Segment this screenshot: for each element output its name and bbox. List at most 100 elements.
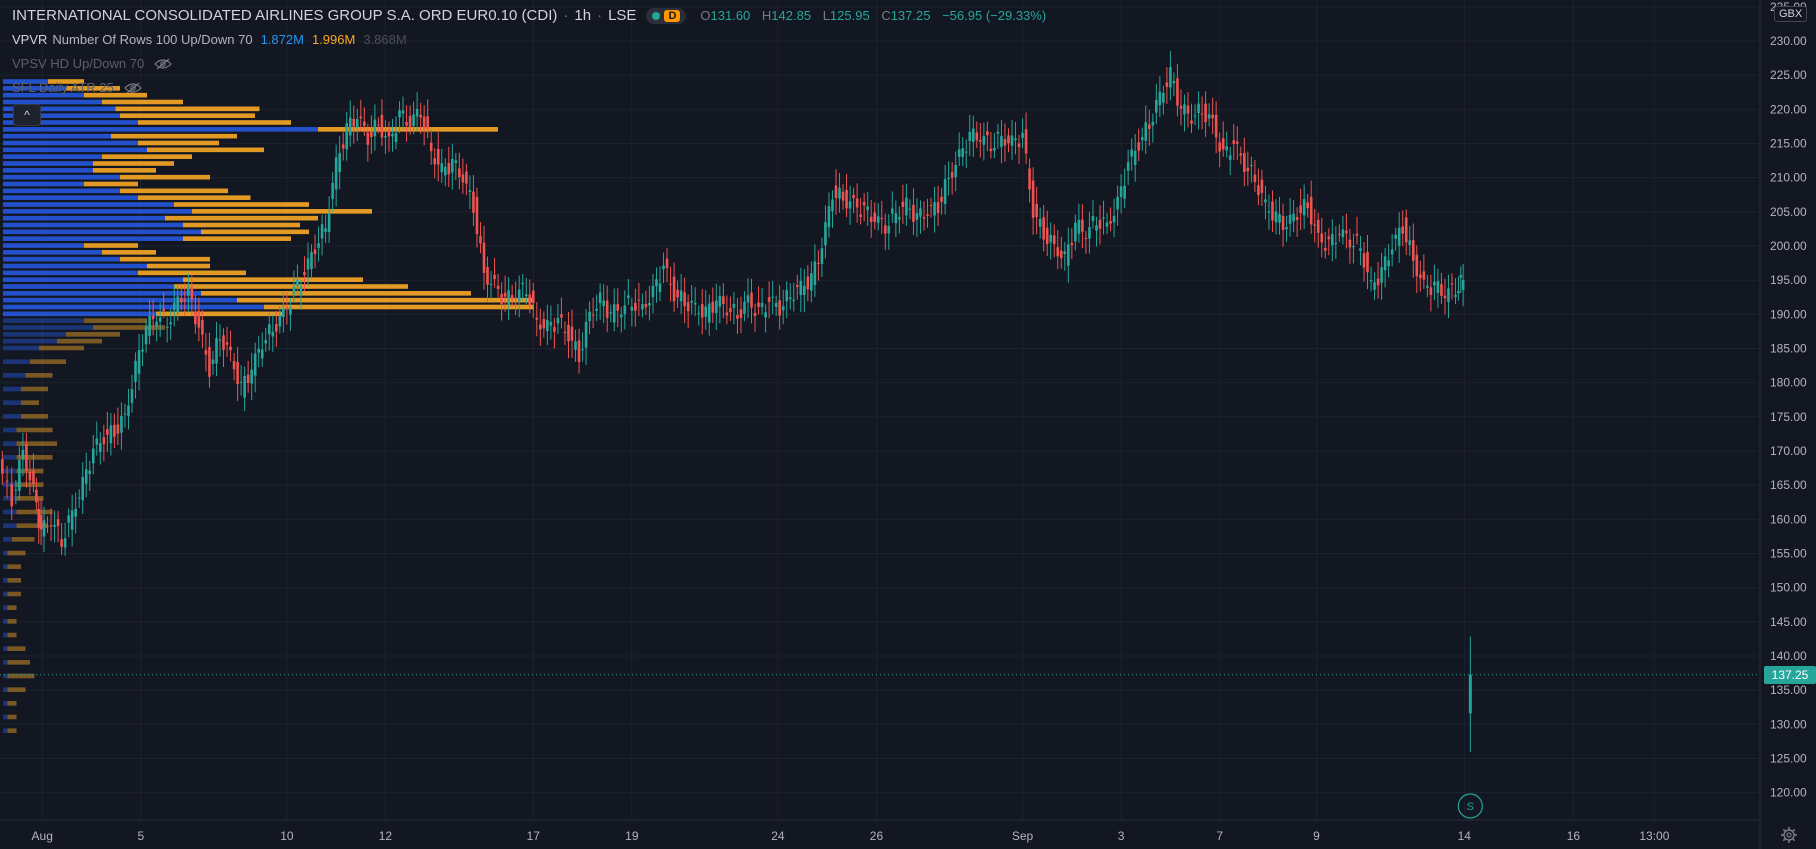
candle-body [1081, 219, 1084, 232]
candle-body [1320, 233, 1324, 243]
candle-body [898, 217, 901, 220]
candle-body [190, 286, 194, 300]
time-axis[interactable]: Aug 5 10 12 17 19 24 26 Sep 3 7 9 14 16 13:00 [0, 819, 1760, 843]
candle-body [436, 149, 440, 165]
volume-profile-up-bar [3, 455, 17, 460]
candle-body [778, 300, 781, 316]
chart-grid [0, 0, 1760, 820]
volume-up-value: 1.872M [260, 32, 304, 47]
candle-body [440, 163, 444, 173]
candle-body [894, 213, 898, 224]
candle-body [1285, 226, 1288, 230]
collapse-legend-button[interactable]: ^ [13, 104, 41, 126]
price-tick-label: 210.00 [1770, 171, 1807, 185]
candle-body [232, 361, 236, 370]
candle-body [264, 340, 268, 344]
indicator-vpvr[interactable]: VPVR Number Of Rows 100 Up/Down 70 1.872… [12, 32, 407, 47]
volume-profile-down-bar [12, 537, 35, 542]
candle-body [1390, 249, 1394, 255]
symbol-title[interactable]: INTERNATIONAL CONSOLIDATED AIRLINES GROU… [12, 7, 558, 24]
candle-body [475, 196, 479, 235]
candle-body [514, 298, 517, 300]
indicator-name[interactable]: VPVR [12, 32, 48, 47]
gear-icon[interactable] [1780, 826, 1798, 844]
candle-body [239, 381, 243, 383]
currency-badge[interactable]: GBX [1774, 6, 1808, 22]
candle-body [961, 148, 965, 157]
candle-body [229, 346, 232, 351]
volume-profile-down-bar [165, 215, 318, 221]
candle-body [81, 476, 85, 501]
time-tick-label: 24 [771, 829, 785, 843]
candle-body [1049, 234, 1053, 243]
candle-body [278, 316, 282, 327]
volume-profile-down-bar [93, 161, 174, 166]
volume-profile-down-bar [120, 113, 255, 118]
candle-body [1331, 233, 1334, 246]
hidden-eye-icon[interactable] [124, 82, 142, 94]
candle-body [570, 326, 574, 341]
candle-body [334, 157, 338, 190]
exchange-label[interactable]: LSE [608, 7, 637, 24]
session-marker[interactable]: S [1457, 793, 1483, 819]
candle-body [391, 133, 394, 137]
market-status-pill[interactable]: D [646, 7, 687, 24]
candle-body [380, 114, 384, 138]
candle-body [869, 216, 873, 222]
candle-body [109, 425, 113, 444]
indicator-vpsv[interactable]: VPSV HD Up/Down 70 [12, 56, 173, 71]
candle-body [922, 217, 926, 219]
price-axis[interactable]: 120.00 125.00 130.00 135.00 140.00 145.00 150.… [1759, 0, 1807, 849]
open-value: 131.60 [710, 8, 751, 23]
candle-body [282, 308, 285, 318]
indicator-atr[interactable]: SFL Daily ATR 25 [12, 80, 142, 95]
indicator-name[interactable]: SFL Daily ATR 25 [12, 80, 114, 95]
candle-body [1017, 143, 1021, 148]
candle-body [373, 119, 377, 137]
candle-body [964, 151, 968, 153]
symbol-legend[interactable]: INTERNATIONAL CONSOLIDATED AIRLINES GROU… [12, 7, 1054, 24]
volume-profile-down-bar [120, 256, 210, 262]
candle-body [1024, 129, 1028, 154]
time-tick-label: Aug [32, 829, 53, 843]
candle-body [201, 319, 204, 335]
candle-body [1021, 132, 1024, 138]
candle-body [563, 331, 567, 333]
candle-body [957, 149, 961, 157]
candle-body [933, 202, 936, 216]
candle-body [1133, 150, 1137, 165]
candle-body [1228, 155, 1232, 160]
candle-body [162, 308, 165, 312]
candle-body [338, 153, 341, 173]
candle-body [1003, 139, 1007, 146]
volume-profile-up-bar [3, 297, 237, 303]
candle-body [715, 300, 718, 314]
candle-body [1443, 295, 1447, 299]
volume-profile-down-bar [138, 140, 219, 146]
candle-body [289, 307, 292, 315]
candle-body [317, 243, 320, 248]
volume-profile-down-bar [7, 687, 26, 692]
candle-body [1309, 196, 1313, 225]
candle-body [1338, 234, 1341, 236]
candle-body [831, 199, 834, 212]
volume-profile-down-bar [102, 154, 192, 159]
candle-series [1, 50, 1472, 753]
candle-body [757, 302, 760, 307]
volume-profile-down-bar [7, 605, 17, 610]
candle-body [634, 302, 637, 311]
indicator-name[interactable]: VPSV HD Up/Down 70 [12, 56, 145, 71]
candle-body [859, 214, 862, 217]
candle-body [1454, 294, 1457, 298]
candle-body [926, 214, 929, 217]
candle-body [732, 303, 736, 308]
candle-body [155, 321, 158, 326]
candle-body [412, 114, 415, 127]
volume-profile-up-bar [3, 256, 120, 262]
hidden-eye-icon[interactable] [154, 58, 173, 70]
candle-body [447, 163, 451, 175]
interval-label[interactable]: 1h [574, 7, 592, 24]
candle-body [743, 301, 746, 314]
candle-body [806, 276, 810, 290]
